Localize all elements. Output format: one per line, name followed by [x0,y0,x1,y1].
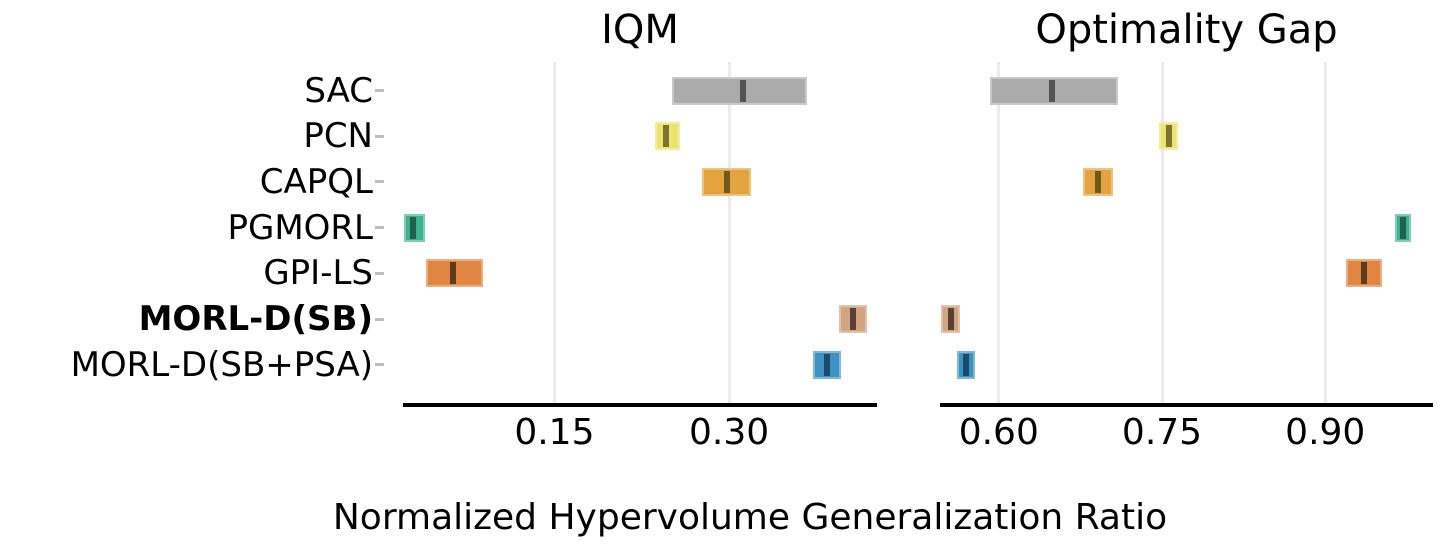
interval-bar-sac [672,76,808,105]
interval-bar-morl-d-sb- [941,305,960,333]
gridline-0.15 [552,62,556,403]
x-tick-label-0.90: 0.90 [1285,412,1366,453]
x-tick-label-0.30: 0.30 [689,412,770,453]
interval-bar-morl-d-sb-psa- [957,350,975,379]
gridline-0.30 [727,62,731,403]
algorithm-label-pcn: PCN [303,116,373,157]
algorithm-label-sac: SAC [304,70,373,111]
interval-bar-pgmorl [1394,213,1412,242]
point-estimate-line [947,308,954,330]
x-axis-spine [940,403,1433,407]
gridline-0.60 [997,62,1001,403]
gridline-0.90 [1323,62,1327,403]
x-tick-label-0.60: 0.60 [958,412,1039,453]
y-tick-mark [375,89,384,92]
interval-bar-sac [990,76,1119,105]
point-estimate-line [740,79,747,102]
gridline-0.75 [1160,62,1164,403]
algorithm-label-morl-d-sb-psa-: MORL-D(SB+PSA) [70,344,373,385]
point-estimate-line [1399,216,1406,239]
algorithm-label-morl-d-sb-: MORL-D(SB) [138,299,373,339]
panel-iqm [403,62,877,407]
algorithm-label-pgmorl: PGMORL [227,207,373,248]
y-tick-mark [375,180,384,184]
y-tick-mark [375,271,384,275]
panel-title-iqm: IQM [601,7,679,53]
point-estimate-line [663,125,670,148]
y-tick-mark [375,363,384,367]
interval-bar-pcn [1158,122,1179,151]
point-estimate-line [849,308,856,330]
point-estimate-line [410,216,417,239]
point-estimate-line [450,262,457,285]
y-tick-mark [375,134,384,138]
interval-bar-morl-d-sb-psa- [812,350,841,379]
point-estimate-line [1049,79,1056,102]
x-tick-label-0.75: 0.75 [1121,412,1203,453]
panel-title-optimality-gap: Optimality Gap [1035,7,1338,53]
point-estimate-line [1165,125,1172,148]
x-axis-spine [403,403,877,407]
x-axis-label: Normalized Hypervolume Generalization Ra… [332,497,1168,538]
interval-bar-pgmorl [404,213,426,242]
point-estimate-line [1094,170,1101,193]
point-estimate-line [1361,262,1368,285]
panel-optimality-gap [940,62,1433,407]
point-estimate-line [963,353,970,376]
interval-bar-capql [1082,167,1114,196]
interval-bar-gpi-ls [426,259,484,288]
x-tick-label-0.15: 0.15 [514,412,595,453]
point-estimate-line [723,170,730,193]
y-tick-mark [375,226,384,230]
y-tick-mark [375,317,384,321]
interval-bar-pcn [654,122,681,151]
algorithm-label-capql: CAPQL [259,161,373,202]
interval-bar-gpi-ls [1345,259,1382,288]
interval-bar-capql [702,167,752,196]
interval-bar-morl-d-sb- [838,305,867,333]
point-estimate-line [823,353,830,376]
algorithm-label-gpi-ls: GPI-LS [263,253,373,294]
